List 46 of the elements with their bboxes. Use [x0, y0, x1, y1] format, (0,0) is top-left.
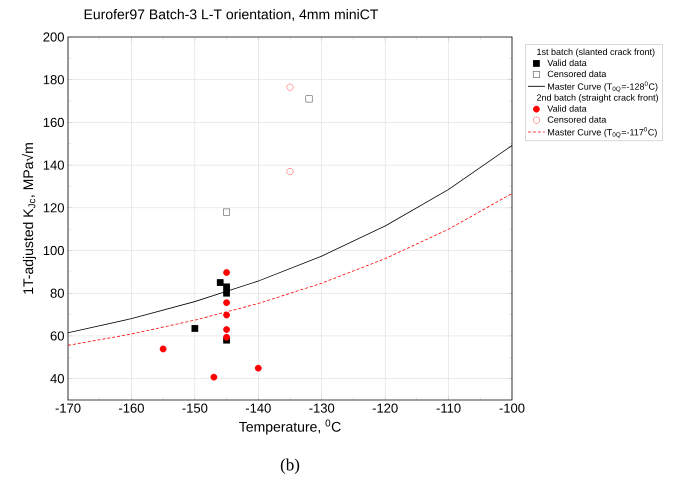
legend-label: Master Curve (T$_{0Q}$=-117$^{0}$C): [548, 127, 657, 138]
point: [160, 346, 167, 352]
y-tick-label: 40: [50, 374, 64, 384]
text: (b): [280, 458, 300, 474]
point: [306, 96, 312, 102]
y-tick-label: 140: [44, 160, 64, 170]
point: [210, 374, 218, 381]
point: [223, 312, 230, 318]
legend-label: Valid data: [547, 59, 587, 66]
point: [223, 208, 230, 216]
x-tick-label: -100: [500, 404, 524, 413]
legend-label: Master Curve (T$_{0Q}$=-128$^{0}$C): [548, 81, 658, 92]
x-tick-label: -170: [56, 404, 80, 413]
point: [223, 299, 230, 306]
x-tick-label: -130: [309, 404, 334, 413]
point: [223, 290, 230, 297]
legend-label: Valid data: [547, 105, 587, 112]
point: [254, 364, 262, 372]
y-tick-label: 100: [44, 246, 64, 256]
y-tick-label: 80: [50, 288, 64, 298]
y-tick-label: 200: [43, 32, 64, 42]
legend-label: Censored data: [548, 70, 606, 78]
x-tick-label: -120: [372, 404, 398, 413]
x-axis-title: Temperature, $^{0}$C: [239, 420, 341, 435]
y-tick-label: 120: [44, 203, 64, 212]
point: [223, 326, 230, 333]
point: [286, 84, 294, 91]
point: [286, 168, 294, 175]
x-tick-label: -140: [246, 404, 271, 413]
point: [191, 325, 198, 332]
point: [223, 334, 230, 341]
point: [223, 269, 230, 276]
line-series: [68, 193, 512, 346]
x-tick-label: -110: [436, 404, 461, 413]
legend-label: Censored data: [548, 116, 606, 123]
y-axis-title: 1T-adjusted K$_{Jc}$, MPa√m: [22, 143, 36, 294]
y-tick-label: 60: [50, 331, 64, 341]
x-tick-label: -160: [118, 404, 144, 413]
x-tick-label: -150: [182, 404, 208, 413]
y-tick-label: 180: [44, 75, 64, 84]
y-tick-label: 160: [44, 118, 64, 128]
point: [223, 283, 230, 290]
text: 1st batch (slanted crack front): [537, 48, 654, 57]
point: [216, 279, 224, 286]
text: 2nd batch (straight crack front): [536, 94, 658, 103]
chart-title: Eurofer97 Batch-3 L-T orientation, 4mm miniCT: [84, 9, 378, 21]
